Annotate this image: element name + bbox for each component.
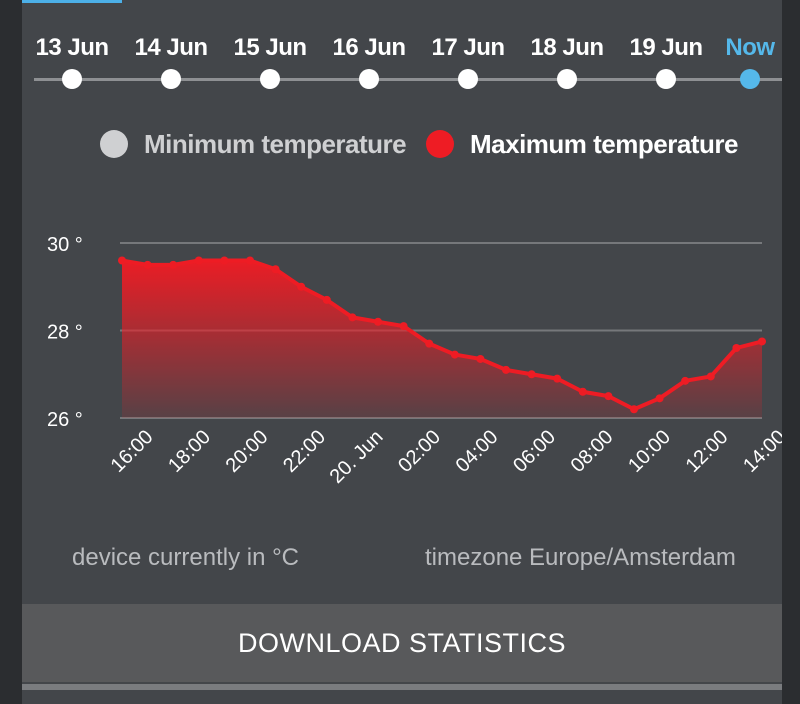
max-temp-point-13[interactable] — [450, 350, 459, 359]
day-label-4[interactable]: 17 Jun — [431, 34, 505, 61]
day-label-6[interactable]: 19 Jun — [629, 34, 703, 61]
chart-area-layer — [121, 258, 763, 418]
max-temp-point-7[interactable] — [297, 282, 306, 291]
y-axis-ticks: 30 ° 28 ° 26 ° — [47, 234, 83, 431]
max-temp-area — [122, 260, 762, 418]
max-temp-line — [121, 258, 763, 412]
max-temp-point-2[interactable] — [169, 260, 178, 269]
day-dot-0[interactable] — [62, 69, 82, 89]
download-statistics-button[interactable]: DOWNLOAD STATISTICS — [22, 604, 782, 682]
day-dot-7[interactable] — [740, 69, 760, 89]
x-tick-label-9: 10:00 — [624, 426, 675, 477]
x-tick-label-4: 20. Jun — [326, 426, 388, 488]
max-temp-point-19[interactable] — [604, 392, 613, 401]
minimum-dot-icon — [100, 130, 128, 158]
day-dot-1[interactable] — [161, 69, 181, 89]
max-temp-point-0[interactable] — [118, 256, 126, 265]
max-temp-point-8[interactable] — [322, 295, 331, 304]
day-label-7[interactable]: Now — [725, 34, 775, 61]
day-dot-5[interactable] — [557, 69, 577, 89]
max-temp-point-22[interactable] — [681, 376, 690, 385]
max-temp-point-17[interactable] — [553, 374, 562, 383]
max-temp-point-1[interactable] — [143, 260, 152, 269]
y-tick-label-2: 26 ° — [47, 409, 83, 431]
max-temp-point-11[interactable] — [399, 322, 408, 331]
max-temp-point-14[interactable] — [476, 354, 485, 363]
day-label-0[interactable]: 13 Jun — [35, 34, 109, 61]
x-tick-label-6: 04:00 — [452, 426, 503, 477]
chart-points — [118, 256, 766, 414]
day-label-3[interactable]: 16 Jun — [332, 34, 406, 61]
unit-note: device currently in °C — [72, 544, 300, 571]
x-tick-label-1: 18:00 — [164, 426, 215, 477]
timezone-note: timezone Europe/Amsterdam — [425, 544, 736, 571]
bottom-strip — [22, 684, 782, 690]
day-label-5[interactable]: 18 Jun — [530, 34, 604, 61]
x-tick-label-5: 02:00 — [394, 426, 445, 477]
maximum-dot-icon — [426, 130, 454, 158]
max-temp-point-20[interactable] — [630, 405, 638, 414]
max-temp-point-15[interactable] — [502, 365, 510, 374]
top-accent-bar — [22, 0, 122, 3]
max-temp-point-18[interactable] — [578, 387, 587, 396]
max-temp-point-23[interactable] — [706, 372, 715, 381]
x-tick-label-7: 06:00 — [509, 426, 560, 477]
day-dot-4[interactable] — [458, 69, 478, 89]
max-temp-point-12[interactable] — [425, 339, 434, 348]
day-dot-6[interactable] — [656, 69, 676, 89]
x-tick-label-3: 22:00 — [279, 426, 330, 477]
legend-maximum[interactable]: Maximum temperature — [426, 126, 738, 162]
day-dot-3[interactable] — [359, 69, 379, 89]
legend-minimum-label: Minimum temperature — [144, 128, 407, 159]
y-tick-label-1: 28 ° — [47, 322, 83, 344]
max-temp-point-6[interactable] — [271, 265, 280, 274]
max-temp-point-21[interactable] — [655, 394, 664, 403]
day-label-2[interactable]: 15 Jun — [233, 34, 307, 61]
legend-minimum[interactable]: Minimum temperature — [100, 126, 407, 162]
max-temp-point-25[interactable] — [758, 337, 766, 346]
max-temp-point-16[interactable] — [527, 370, 536, 379]
x-tick-label-0: 16:00 — [107, 426, 158, 477]
day-dot-2[interactable] — [260, 69, 280, 89]
legend-maximum-label: Maximum temperature — [470, 128, 738, 159]
max-temp-point-4[interactable] — [220, 256, 229, 265]
x-tick-label-11: 14:00 — [739, 426, 782, 477]
x-tick-label-10: 12:00 — [682, 426, 733, 477]
max-temp-point-10[interactable] — [374, 317, 382, 326]
x-tick-label-8: 08:00 — [567, 426, 618, 477]
x-tick-label-2: 20:00 — [222, 426, 273, 477]
max-temp-point-9[interactable] — [348, 313, 357, 322]
max-temp-point-5[interactable] — [246, 256, 254, 265]
day-label-1[interactable]: 14 Jun — [134, 34, 208, 61]
timeline-track — [34, 78, 782, 81]
temperature-panel: 13 Jun 14 Jun 15 Jun 16 Jun 17 Jun 18 Jun 19 J… — [22, 0, 782, 704]
max-temp-point-3[interactable] — [194, 256, 203, 265]
max-temp-point-24[interactable] — [732, 344, 741, 352]
y-tick-label-0: 30 ° — [47, 234, 83, 256]
